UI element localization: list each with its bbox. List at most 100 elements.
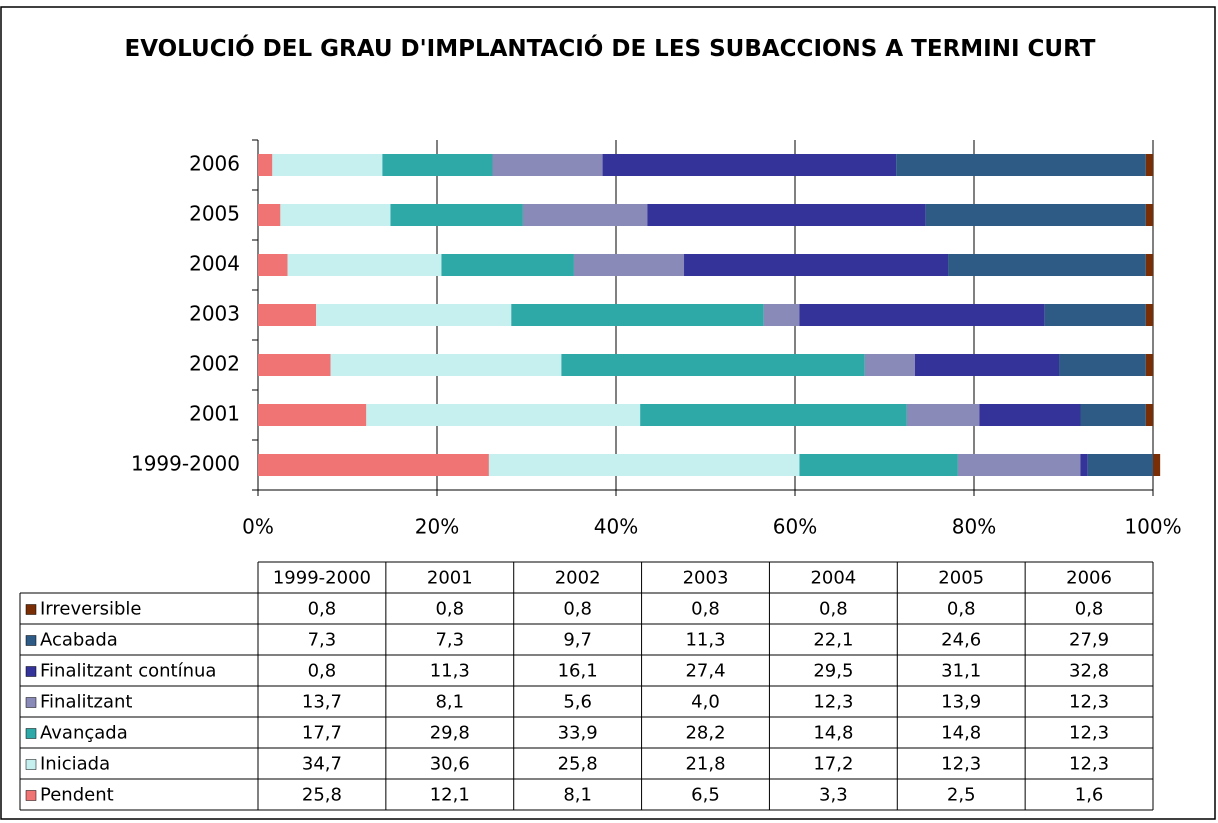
bar-segment (258, 354, 331, 376)
table-cell: 0,8 (1075, 599, 1104, 620)
bar-segment (640, 404, 907, 426)
bar-segment (1145, 304, 1153, 326)
bar-segment (316, 304, 512, 326)
y-tick-label: 2003 (189, 302, 240, 326)
table-header: 2005 (938, 568, 984, 589)
table-cell: 7,3 (435, 630, 464, 651)
table-cell: 13,9 (941, 692, 981, 713)
table-cell: 17,2 (813, 754, 853, 775)
table-cell: 9,7 (563, 630, 592, 651)
table-cell: 11,3 (685, 630, 725, 651)
bar-segment (492, 154, 603, 176)
table-cell: 0,8 (308, 599, 337, 620)
bar-segment (1145, 154, 1153, 176)
bar-segment (258, 204, 281, 226)
table-cell: 12,3 (1069, 692, 1109, 713)
bar-segment (957, 454, 1081, 476)
bar-segment (602, 154, 897, 176)
legend-swatch (25, 604, 37, 615)
table-cell: 32,8 (1069, 661, 1109, 682)
legend-label: Acabada (40, 630, 118, 651)
table-cell: 2,5 (947, 785, 976, 806)
x-tick-label: 80% (952, 515, 996, 539)
table-cell: 33,9 (558, 723, 598, 744)
bar-segment (906, 404, 980, 426)
table-header: 1999-2000 (273, 568, 371, 589)
bar-segment (799, 454, 958, 476)
table-cell: 34,7 (302, 754, 342, 775)
table-cell: 12,3 (1069, 754, 1109, 775)
bar-segment (1153, 454, 1161, 476)
table-cell: 11,3 (430, 661, 470, 682)
bar-segment (287, 254, 442, 276)
bar-segment (441, 254, 574, 276)
table-header: 2003 (683, 568, 729, 589)
table-cell: 13,7 (302, 692, 342, 713)
table-cell: 0,8 (563, 599, 592, 620)
table-cell: 6,5 (691, 785, 720, 806)
table-cell: 7,3 (308, 630, 337, 651)
table-cell: 0,8 (691, 599, 720, 620)
bar-segment (272, 154, 383, 176)
bar-segment (258, 154, 273, 176)
table-cell: 0,8 (435, 599, 464, 620)
bar-segment (390, 204, 523, 226)
table-cell: 30,6 (430, 754, 470, 775)
x-tick-label: 20% (415, 515, 459, 539)
y-tick-label: 2006 (189, 152, 240, 176)
table-cell: 31,1 (941, 661, 981, 682)
x-tick-label: 100% (1124, 515, 1181, 539)
legend-label: Irreversible (40, 599, 141, 620)
bar-segment (258, 254, 288, 276)
legend-label: Avançada (40, 723, 128, 744)
bar-segment (330, 354, 562, 376)
bar-segment (864, 354, 915, 376)
bar-segment (1080, 404, 1146, 426)
bar-segment (488, 454, 800, 476)
bar-segment (799, 304, 1045, 326)
bar-segment (1059, 354, 1146, 376)
bar-segment (1145, 404, 1153, 426)
table-cell: 12,1 (430, 785, 470, 806)
y-tick-label: 2002 (189, 352, 240, 376)
table-cell: 27,4 (685, 661, 725, 682)
table-cell: 8,1 (435, 692, 464, 713)
table-cell: 4,0 (691, 692, 720, 713)
bar-segment (258, 304, 317, 326)
bar-segment (511, 304, 764, 326)
table-cell: 5,6 (563, 692, 592, 713)
x-tick-label: 40% (594, 515, 638, 539)
table-header: 2006 (1066, 568, 1112, 589)
legend-swatch (25, 790, 37, 801)
bar-segment (382, 154, 493, 176)
bar-segment (561, 354, 865, 376)
bar-segment (647, 204, 926, 226)
table-cell: 25,8 (558, 754, 598, 775)
legend-label: Pendent (40, 785, 114, 806)
bar-segment (896, 154, 1146, 176)
bar-segment (914, 354, 1060, 376)
table-cell: 29,8 (430, 723, 470, 744)
table-header: 2004 (810, 568, 856, 589)
legend-swatch (25, 666, 37, 677)
table-header: 2002 (555, 568, 601, 589)
table-cell: 24,6 (941, 630, 981, 651)
table-cell: 8,1 (563, 785, 592, 806)
bar-segment (366, 404, 641, 426)
bar-segment (1145, 354, 1153, 376)
table-cell: 25,8 (302, 785, 342, 806)
chart-title: EVOLUCIÓ DEL GRAU D'IMPLANTACIÓ DE LES S… (124, 36, 1096, 62)
x-tick-label: 0% (242, 515, 274, 539)
bar-segment (1044, 304, 1146, 326)
table-cell: 0,8 (308, 661, 337, 682)
bar-segment (280, 204, 391, 226)
table-cell: 29,5 (813, 661, 853, 682)
table-cell: 1,6 (1075, 785, 1104, 806)
legend-swatch (25, 728, 37, 739)
table-cell: 12,3 (813, 692, 853, 713)
bar-segment (258, 454, 489, 476)
bar-segment (1145, 204, 1153, 226)
bar-segment (763, 304, 800, 326)
